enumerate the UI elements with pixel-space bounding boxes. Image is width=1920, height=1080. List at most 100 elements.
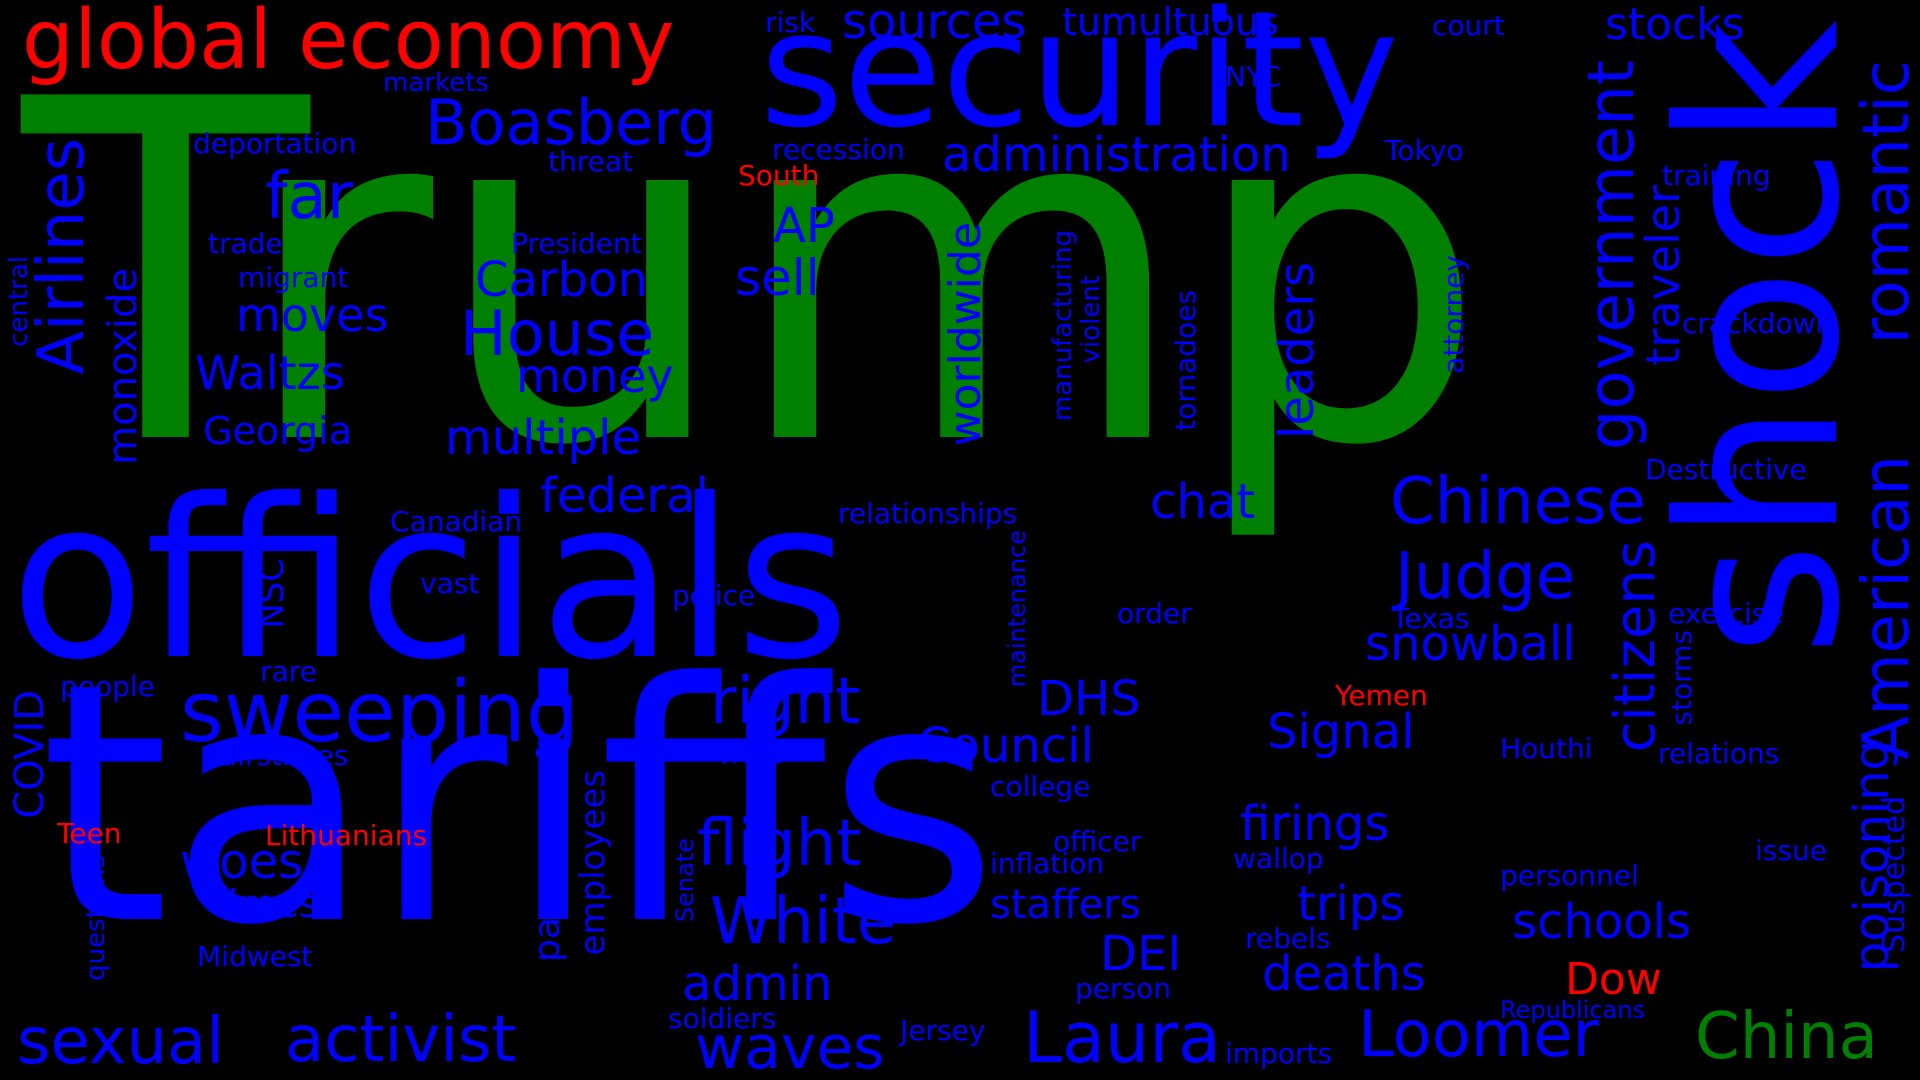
- word-officials: officials: [10, 452, 850, 708]
- word-waves: waves: [695, 1013, 885, 1080]
- word-passengers: passengers: [527, 756, 568, 962]
- word-traveler: traveler: [1636, 185, 1690, 366]
- word-storms: storms: [1665, 630, 1698, 726]
- word-dow: Dow: [1565, 954, 1662, 1005]
- word-person: person: [1075, 972, 1171, 1005]
- word-exercise: exercise: [1668, 597, 1784, 630]
- word-citizens: citizens: [1603, 540, 1668, 753]
- word-multiple: multiple: [445, 410, 642, 466]
- word-far: far: [265, 160, 354, 234]
- word-laura: Laura: [1023, 997, 1221, 1079]
- word-court: court: [1432, 9, 1505, 42]
- word-trump: Trump: [22, 1, 1488, 548]
- word-suspected: Suspected: [1877, 796, 1912, 953]
- word-training: training: [1662, 159, 1771, 192]
- word-rebels: rebels: [1245, 922, 1331, 955]
- word-monoxide: monoxide: [100, 268, 146, 465]
- word-white: White: [710, 885, 897, 959]
- word-south: South: [738, 159, 820, 192]
- word-sexual: sexual: [17, 1005, 225, 1079]
- word-worldwide: worldwide: [940, 222, 991, 447]
- word-money: money: [516, 349, 674, 403]
- word-sell: sell: [735, 249, 820, 307]
- word-snowball: snowball: [1365, 616, 1576, 672]
- word-tokyo: Tokyo: [1385, 134, 1464, 167]
- word-central: central: [4, 256, 34, 347]
- word-leaders: leaders: [1269, 262, 1325, 440]
- word-people: people: [60, 670, 155, 703]
- word-lithuanians: Lithuanians: [265, 819, 428, 852]
- word-federal: federal: [540, 468, 709, 524]
- word-airlines: Airlines: [25, 138, 99, 375]
- word-employees: employees: [573, 770, 613, 956]
- word-romantic: romantic: [1850, 60, 1920, 345]
- word-questions: questions: [81, 855, 111, 981]
- word-woes: woes: [180, 834, 304, 890]
- word-nsc: NSC: [252, 558, 292, 629]
- word-manufacturing: manufacturing: [1048, 230, 1078, 422]
- word-vast: vast: [420, 567, 480, 600]
- word-inflation: inflation: [990, 847, 1104, 880]
- word-soldiers: soldiers: [668, 1002, 777, 1035]
- word-order: order: [1117, 597, 1192, 630]
- word-activist: activist: [285, 1003, 517, 1077]
- word-house: House: [460, 297, 655, 370]
- word-schools: schools: [1512, 894, 1691, 950]
- word-firings: firings: [1240, 796, 1390, 852]
- word-yemen: Yemen: [1335, 679, 1428, 712]
- word-ap: AP: [773, 198, 835, 254]
- word-moves: moves: [236, 288, 389, 342]
- word-trips: trips: [1297, 876, 1405, 932]
- word-president: President: [511, 227, 642, 260]
- word-security: security: [760, 0, 1399, 163]
- word-waltzs: Waltzs: [195, 346, 345, 400]
- word-carbon: Carbon: [475, 252, 648, 308]
- word-markets: markets: [383, 68, 489, 98]
- word-jersey: Jersey: [900, 1014, 986, 1047]
- word-threat: threat: [548, 145, 633, 178]
- word-council: Council: [917, 718, 1094, 774]
- word-boasberg: Boasberg: [425, 86, 718, 159]
- word-houthi: Houthi: [1500, 732, 1593, 765]
- word-midwest: Midwest: [197, 940, 313, 973]
- word-administration: administration: [942, 127, 1291, 183]
- word-senate: Senate: [671, 838, 699, 923]
- word-admin: admin: [682, 956, 833, 1012]
- word-global-economy: global economy: [22, 0, 675, 88]
- word-government: government: [1575, 60, 1649, 451]
- word-sweeping: sweeping: [180, 663, 580, 761]
- word-dhs: DHS: [1037, 671, 1141, 727]
- word-tornadoes: tornadoes: [1169, 290, 1202, 431]
- word-wallop: wallop: [1233, 842, 1324, 875]
- word-recession: recession: [772, 133, 905, 166]
- word-flight: flight: [697, 807, 862, 881]
- word-american: American: [1850, 455, 1920, 760]
- word-relationships: relationships: [838, 497, 1018, 530]
- word-georgia: Georgia: [203, 409, 352, 453]
- word-personnel: personnel: [1500, 859, 1639, 892]
- word-judge: Judge: [1395, 540, 1576, 614]
- word-violent: violent: [1076, 275, 1106, 364]
- word-attorney: attorney: [1437, 255, 1470, 374]
- word-teen: Teen: [57, 817, 122, 850]
- word-loomer: Loomer: [1358, 998, 1599, 1072]
- word-crackdown: crackdown: [1682, 307, 1834, 340]
- word-republicans: Republicans: [1500, 996, 1645, 1024]
- word-deportation: deportation: [193, 127, 357, 160]
- word-college: college: [990, 770, 1091, 803]
- word-issue: issue: [1755, 834, 1827, 867]
- word-imports: imports: [1225, 1037, 1333, 1070]
- word-maintenance: maintenance: [1003, 530, 1031, 688]
- word-deaths: deaths: [1262, 946, 1426, 1002]
- word-rare: rare: [260, 655, 317, 688]
- word-right: right: [710, 665, 861, 739]
- word-sources: sources: [842, 0, 1027, 50]
- word-tumultuous: tumultuous: [1062, 0, 1279, 44]
- word-wars: wars: [718, 737, 785, 770]
- word-trade: trade: [208, 227, 283, 260]
- word-migrant: migrant: [238, 261, 349, 294]
- word-destructive: Destructive: [1645, 453, 1807, 486]
- word-covid: COVID: [7, 690, 53, 819]
- word-relations: relations: [1658, 737, 1780, 770]
